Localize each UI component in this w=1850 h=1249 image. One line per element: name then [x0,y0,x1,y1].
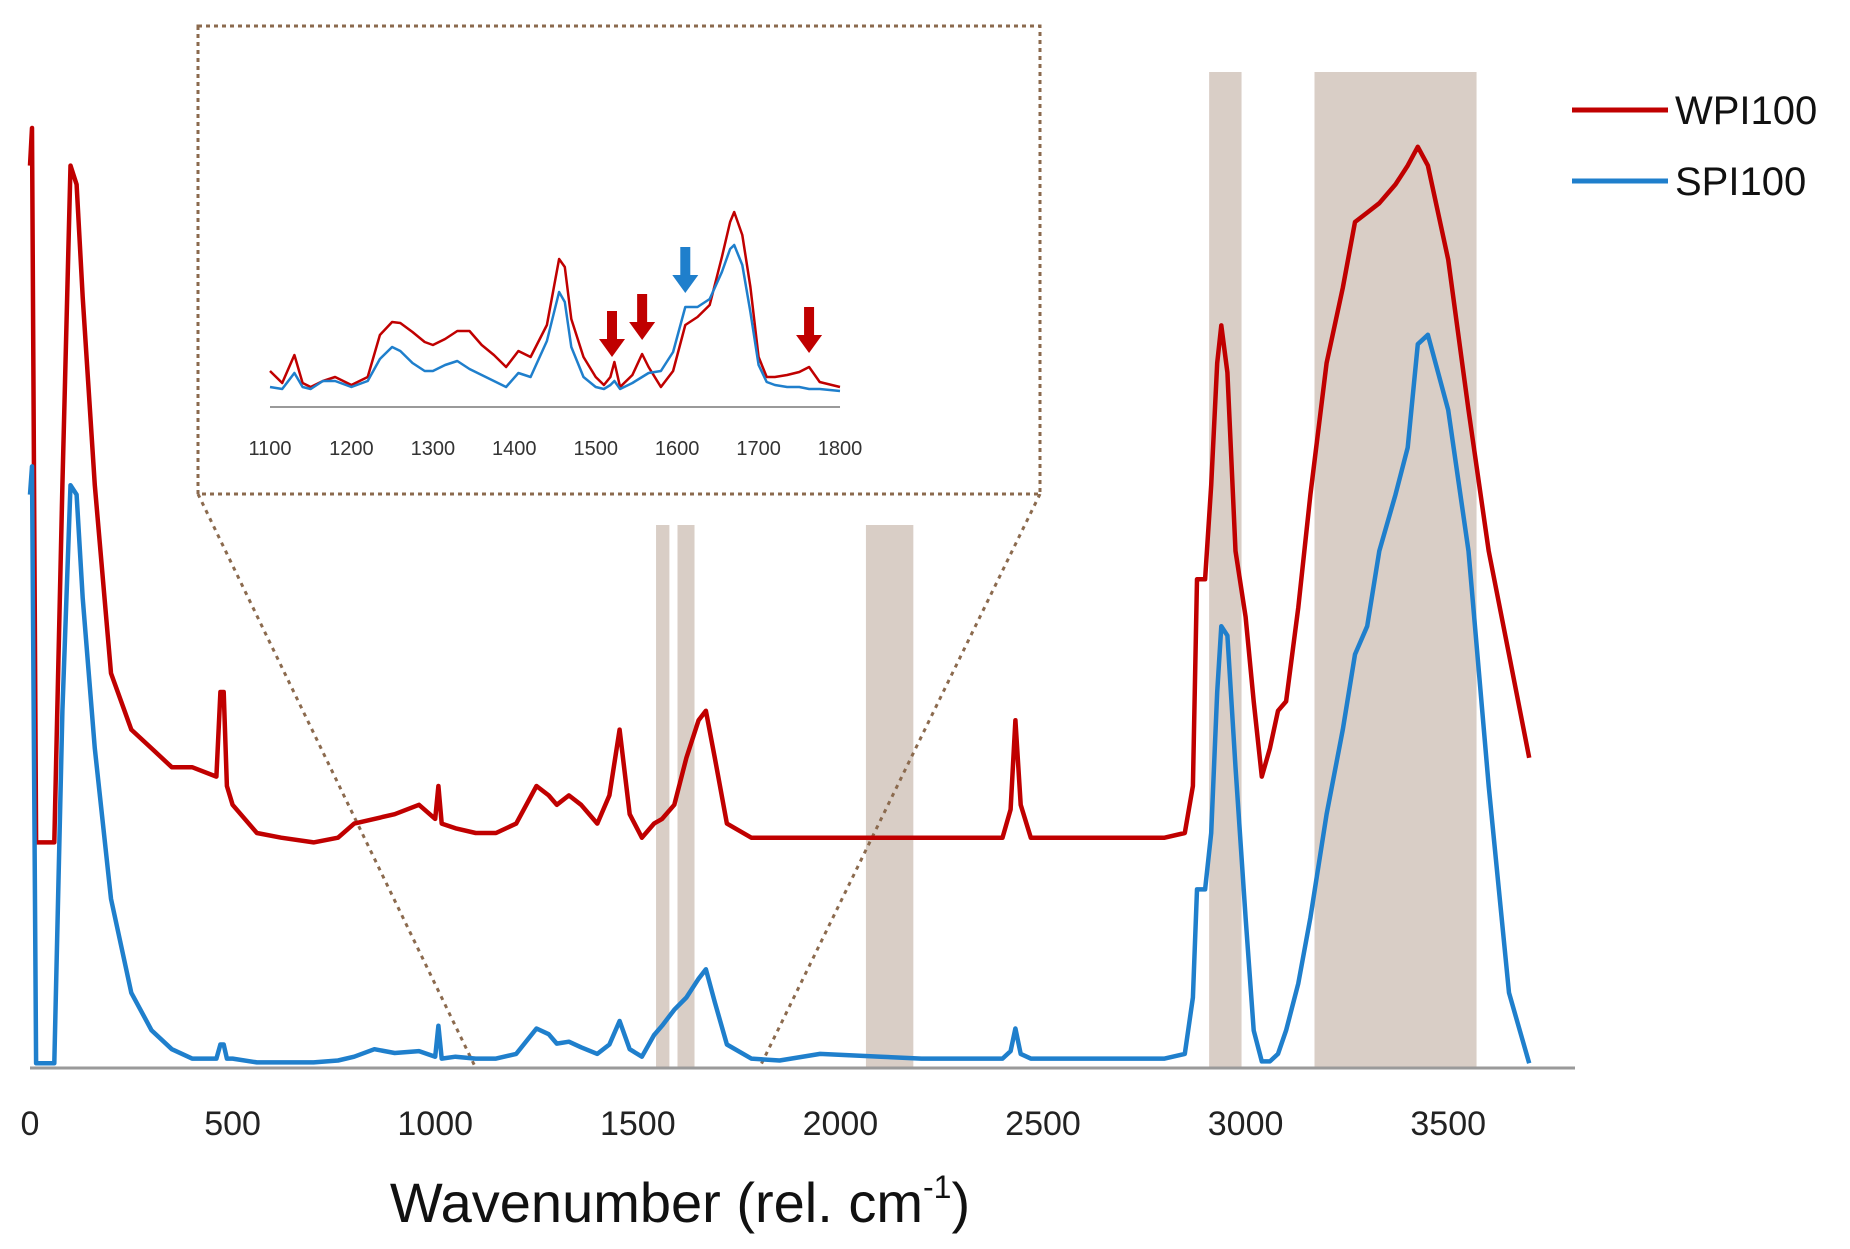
x-tick-label: 3500 [1410,1105,1486,1143]
x-axis-label: Wavenumber (rel. cm-1) [390,1169,970,1234]
series-line-spi100 [27,332,1532,1066]
inset-x-tick-label: 1700 [736,438,781,460]
x-tick-label: 0 [21,1105,40,1143]
inset-zoom-panel: 1100 1200 1300 1400 1500 1600 1700 1800 [196,24,1042,496]
x-tick-label: 1500 [600,1105,676,1143]
x-tick-label: 3000 [1208,1105,1284,1143]
peak-arrow-2 [629,294,656,340]
highlight-band-4 [1314,72,1477,1068]
x-tick-labels: 0 500 1000 1500 2000 2500 3000 3500 [21,1105,1486,1143]
zoom-line-left [196,493,478,1069]
inset-series-lines [269,210,841,393]
inset-x-tick-label: 1100 [248,438,291,460]
inset-peak-arrows [599,247,823,357]
zoom-line-right [758,493,1042,1069]
peak-arrow-1 [599,311,626,357]
highlight-band-1 [677,525,695,1068]
inset-x-tick-labels: 1100 1200 1300 1400 1500 1600 1700 1800 [248,438,862,460]
zoom-connector-lines [196,493,1042,1069]
inset-series-line-spi100 [269,243,841,393]
inset-x-tick-label: 1300 [411,438,456,460]
legend-label-spi100: SPI100 [1675,160,1806,204]
inset-frame [196,24,1042,496]
inset-series-line-wpi100 [269,210,841,389]
series-line-wpi100 [27,125,1532,845]
inset-x-tick-label: 1500 [573,438,618,460]
x-tick-label: 500 [204,1105,261,1143]
legend-label-wpi100: WPI100 [1675,89,1817,133]
x-tick-label: 2500 [1005,1105,1081,1143]
x-axis: 0 500 1000 1500 2000 2500 3000 3500 Wavenumber … [21,1066,1575,1234]
series-lines [27,125,1532,1066]
x-tick-label: 2000 [803,1105,879,1143]
inset-x-tick-label: 1200 [329,438,374,460]
peak-arrow-3 [672,247,699,293]
inset-x-tick-label: 1400 [492,438,537,460]
highlight-bands [656,72,1477,1068]
highlight-band-0 [656,525,670,1068]
x-tick-label: 1000 [397,1105,473,1143]
legend: WPI100 SPI100 [1572,89,1817,204]
inset-x-tick-label: 1600 [655,438,700,460]
peak-arrow-4 [796,307,823,353]
highlight-band-2 [865,525,914,1068]
inset-x-tick-label: 1800 [818,438,863,460]
